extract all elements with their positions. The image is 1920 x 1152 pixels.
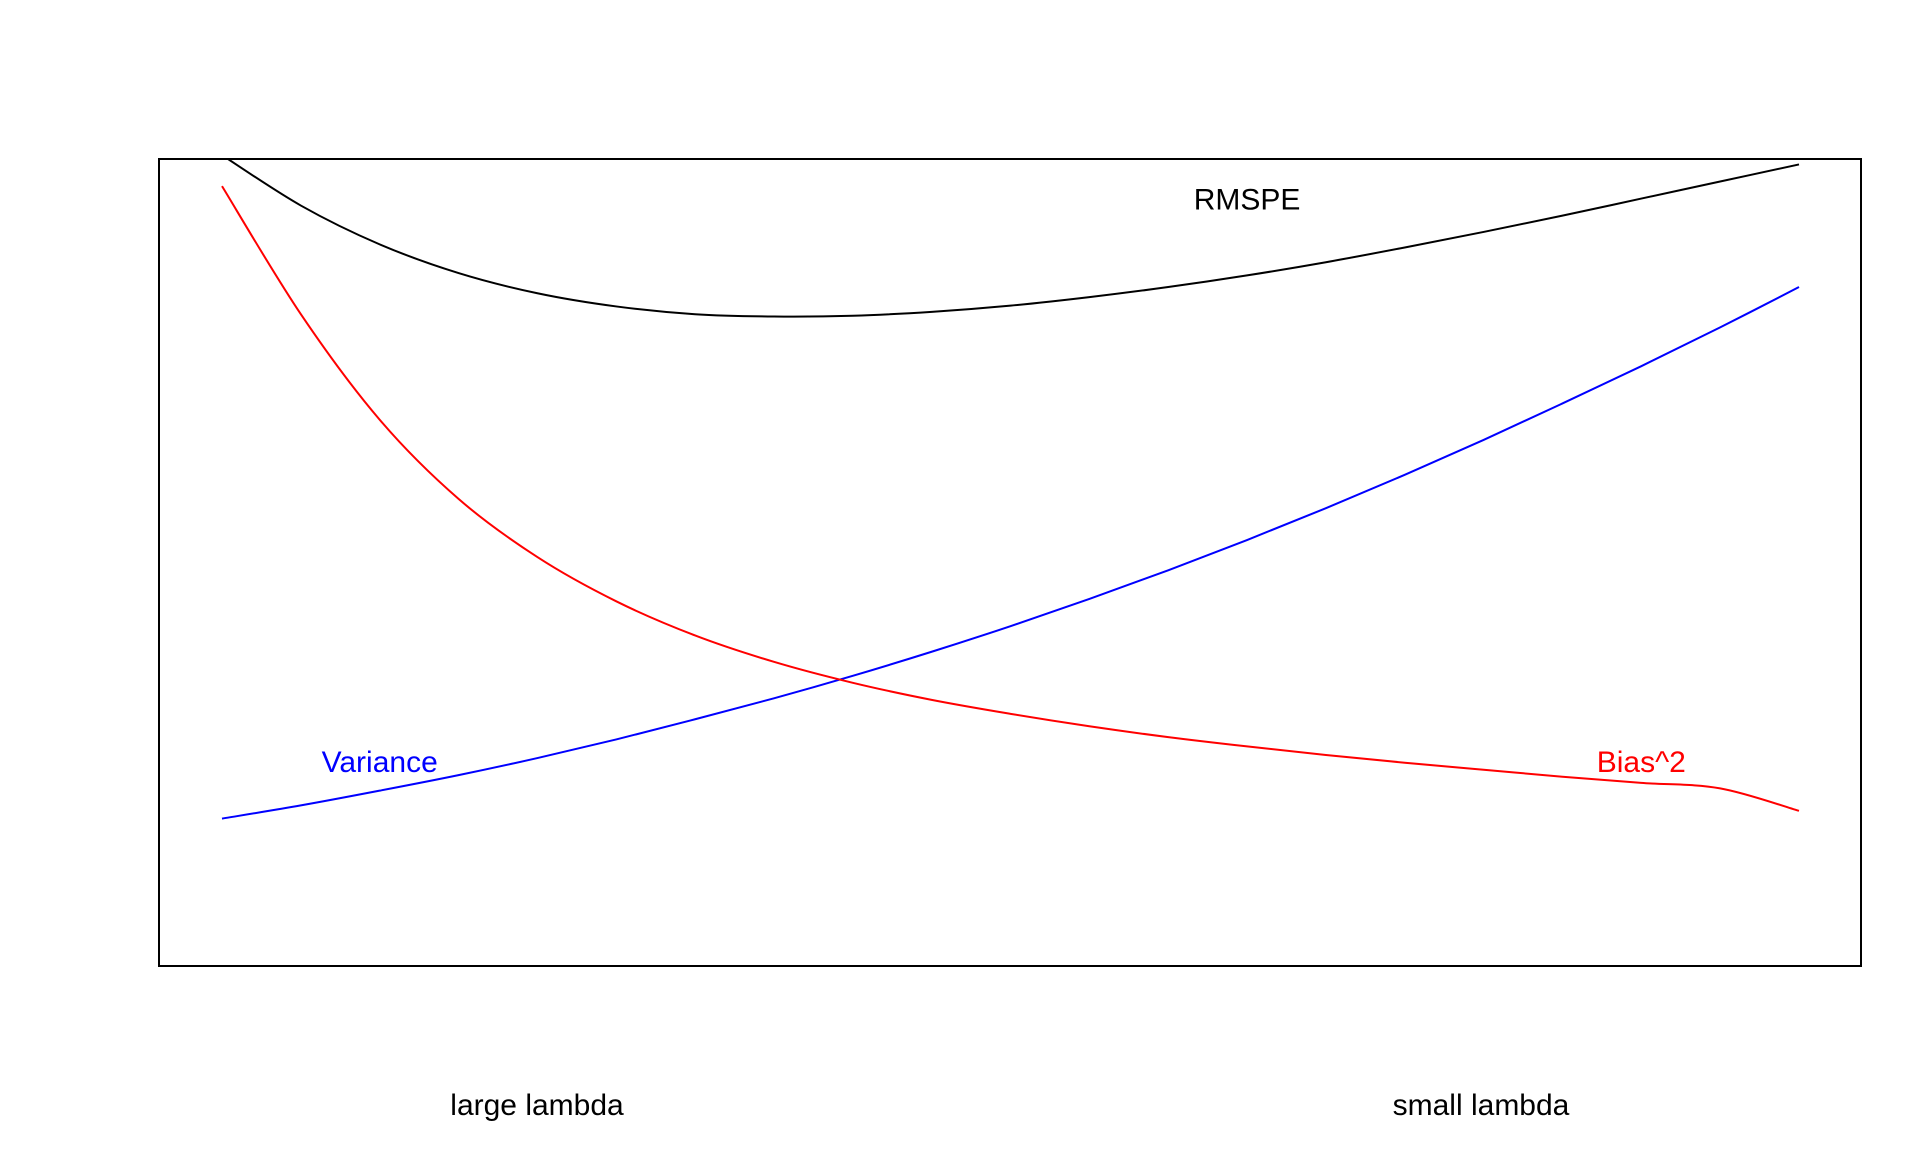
label-bias-2: Bias^2 — [1597, 746, 1686, 779]
series-line-variance — [221, 286, 1800, 820]
series-line-rmspe — [226, 159, 1800, 318]
label-rmspe: RMSPE — [1194, 184, 1301, 217]
bottom-label-large-lambda: large lambda — [450, 1089, 624, 1122]
annotation-layer: RMSPE Variance Bias^2 — [322, 184, 1686, 780]
plot-frame — [158, 158, 1862, 967]
label-variance: Variance — [322, 746, 438, 779]
series-layer — [221, 159, 1800, 820]
series-line-bias-2 — [221, 185, 1800, 812]
bottom-label-small-lambda: small lambda — [1393, 1089, 1570, 1122]
